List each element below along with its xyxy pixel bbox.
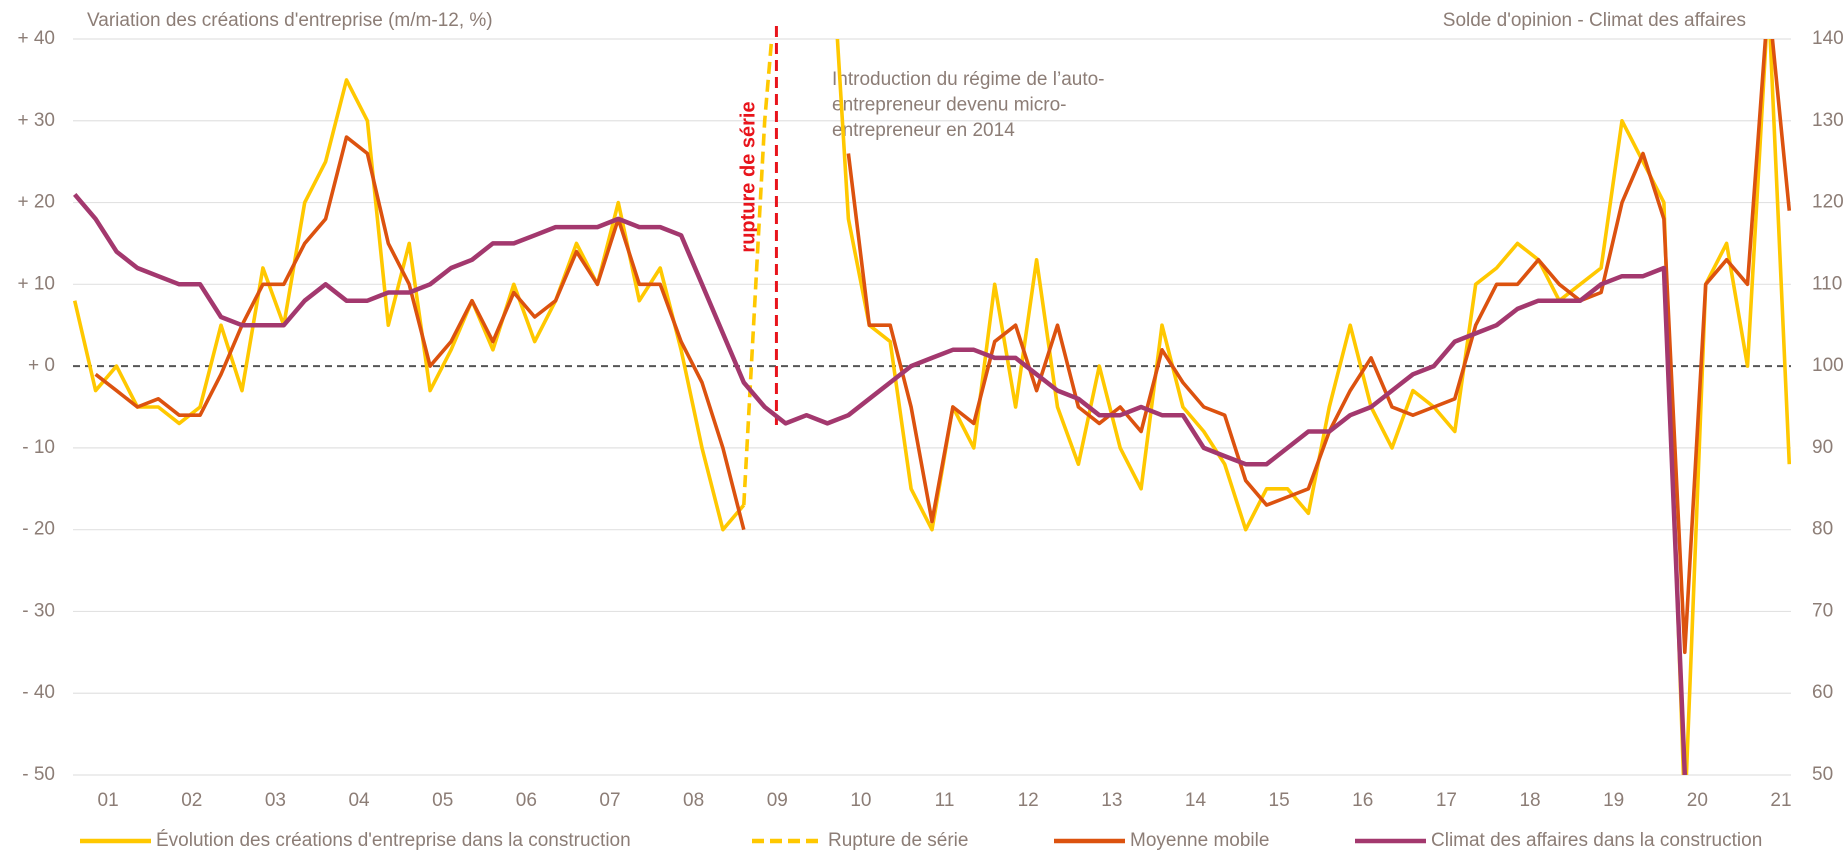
x-tick-label: 21 bbox=[1770, 790, 1791, 811]
x-tick-label: 18 bbox=[1519, 790, 1540, 811]
y-tick-label: + 40 bbox=[17, 28, 55, 49]
y-tick-label: - 10 bbox=[22, 437, 55, 458]
y2-tick-label: 90 bbox=[1812, 437, 1833, 458]
x-tick-label: 07 bbox=[599, 790, 620, 811]
x-tick-label: 19 bbox=[1603, 790, 1624, 811]
x-tick-label: 12 bbox=[1018, 790, 1039, 811]
series-line bbox=[94, 39, 1791, 655]
y2-tick-label: 140 bbox=[1812, 28, 1844, 49]
y-tick-label: - 20 bbox=[22, 519, 55, 540]
y-tick-label: + 20 bbox=[17, 192, 55, 213]
y2-tick-label: 110 bbox=[1812, 273, 1842, 294]
legend-label: Climat des affaires dans la construction bbox=[1431, 830, 1762, 851]
x-tick-label: 17 bbox=[1436, 790, 1457, 811]
x-tick-label: 06 bbox=[516, 790, 537, 811]
y2-tick-label: 130 bbox=[1812, 110, 1844, 131]
y2-tick-label: 50 bbox=[1812, 764, 1833, 785]
x-tick-label: 09 bbox=[767, 790, 788, 811]
annotation: entrepreneur en 2014 bbox=[832, 120, 1015, 141]
series-line bbox=[73, 192, 1688, 775]
series-line bbox=[742, 39, 774, 506]
x-tick-label: 02 bbox=[181, 790, 202, 811]
x-tick-label: 13 bbox=[1101, 790, 1122, 811]
y2-tick-label: 100 bbox=[1812, 355, 1844, 376]
legend-label: Évolution des créations d'entreprise dan… bbox=[156, 830, 631, 851]
legend-label: Rupture de série bbox=[828, 830, 968, 851]
plot-area bbox=[73, 39, 1791, 775]
x-tick-label: 04 bbox=[348, 790, 370, 811]
x-tick-label: 08 bbox=[683, 790, 704, 811]
x-tick-label: 11 bbox=[935, 790, 955, 811]
y-axis-title: Variation des créations d'entreprise (m/… bbox=[87, 10, 493, 31]
y2-tick-label: 70 bbox=[1812, 600, 1833, 621]
y-tick-label: - 40 bbox=[22, 682, 55, 703]
y-tick-label: + 0 bbox=[28, 355, 55, 376]
y2-tick-label: 80 bbox=[1812, 519, 1833, 540]
x-tick-label: 03 bbox=[265, 790, 286, 811]
x-tick-label: 16 bbox=[1352, 790, 1373, 811]
y2-axis-title: Solde d'opinion - Climat des affaires bbox=[1443, 10, 1746, 31]
y2-tick-label: 60 bbox=[1812, 682, 1833, 703]
x-tick-label: 20 bbox=[1687, 790, 1708, 811]
break-label: rupture de série bbox=[737, 101, 759, 252]
annotation: entrepreneur devenu micro- bbox=[832, 95, 1066, 116]
x-tick-label: 15 bbox=[1269, 790, 1290, 811]
annotation: Introduction du régime de l’auto- bbox=[832, 69, 1105, 90]
legend-label: Moyenne mobile bbox=[1130, 830, 1269, 851]
x-tick-label: 10 bbox=[850, 790, 871, 811]
x-tick-label: 05 bbox=[432, 790, 453, 811]
y-tick-label: + 10 bbox=[17, 273, 55, 294]
y-tick-label: - 30 bbox=[22, 600, 55, 621]
x-tick-label: 14 bbox=[1185, 790, 1207, 811]
x-tick-label: 01 bbox=[98, 790, 119, 811]
y-tick-label: + 30 bbox=[17, 110, 55, 131]
y-tick-label: - 50 bbox=[22, 764, 55, 785]
y2-tick-label: 120 bbox=[1812, 192, 1844, 213]
